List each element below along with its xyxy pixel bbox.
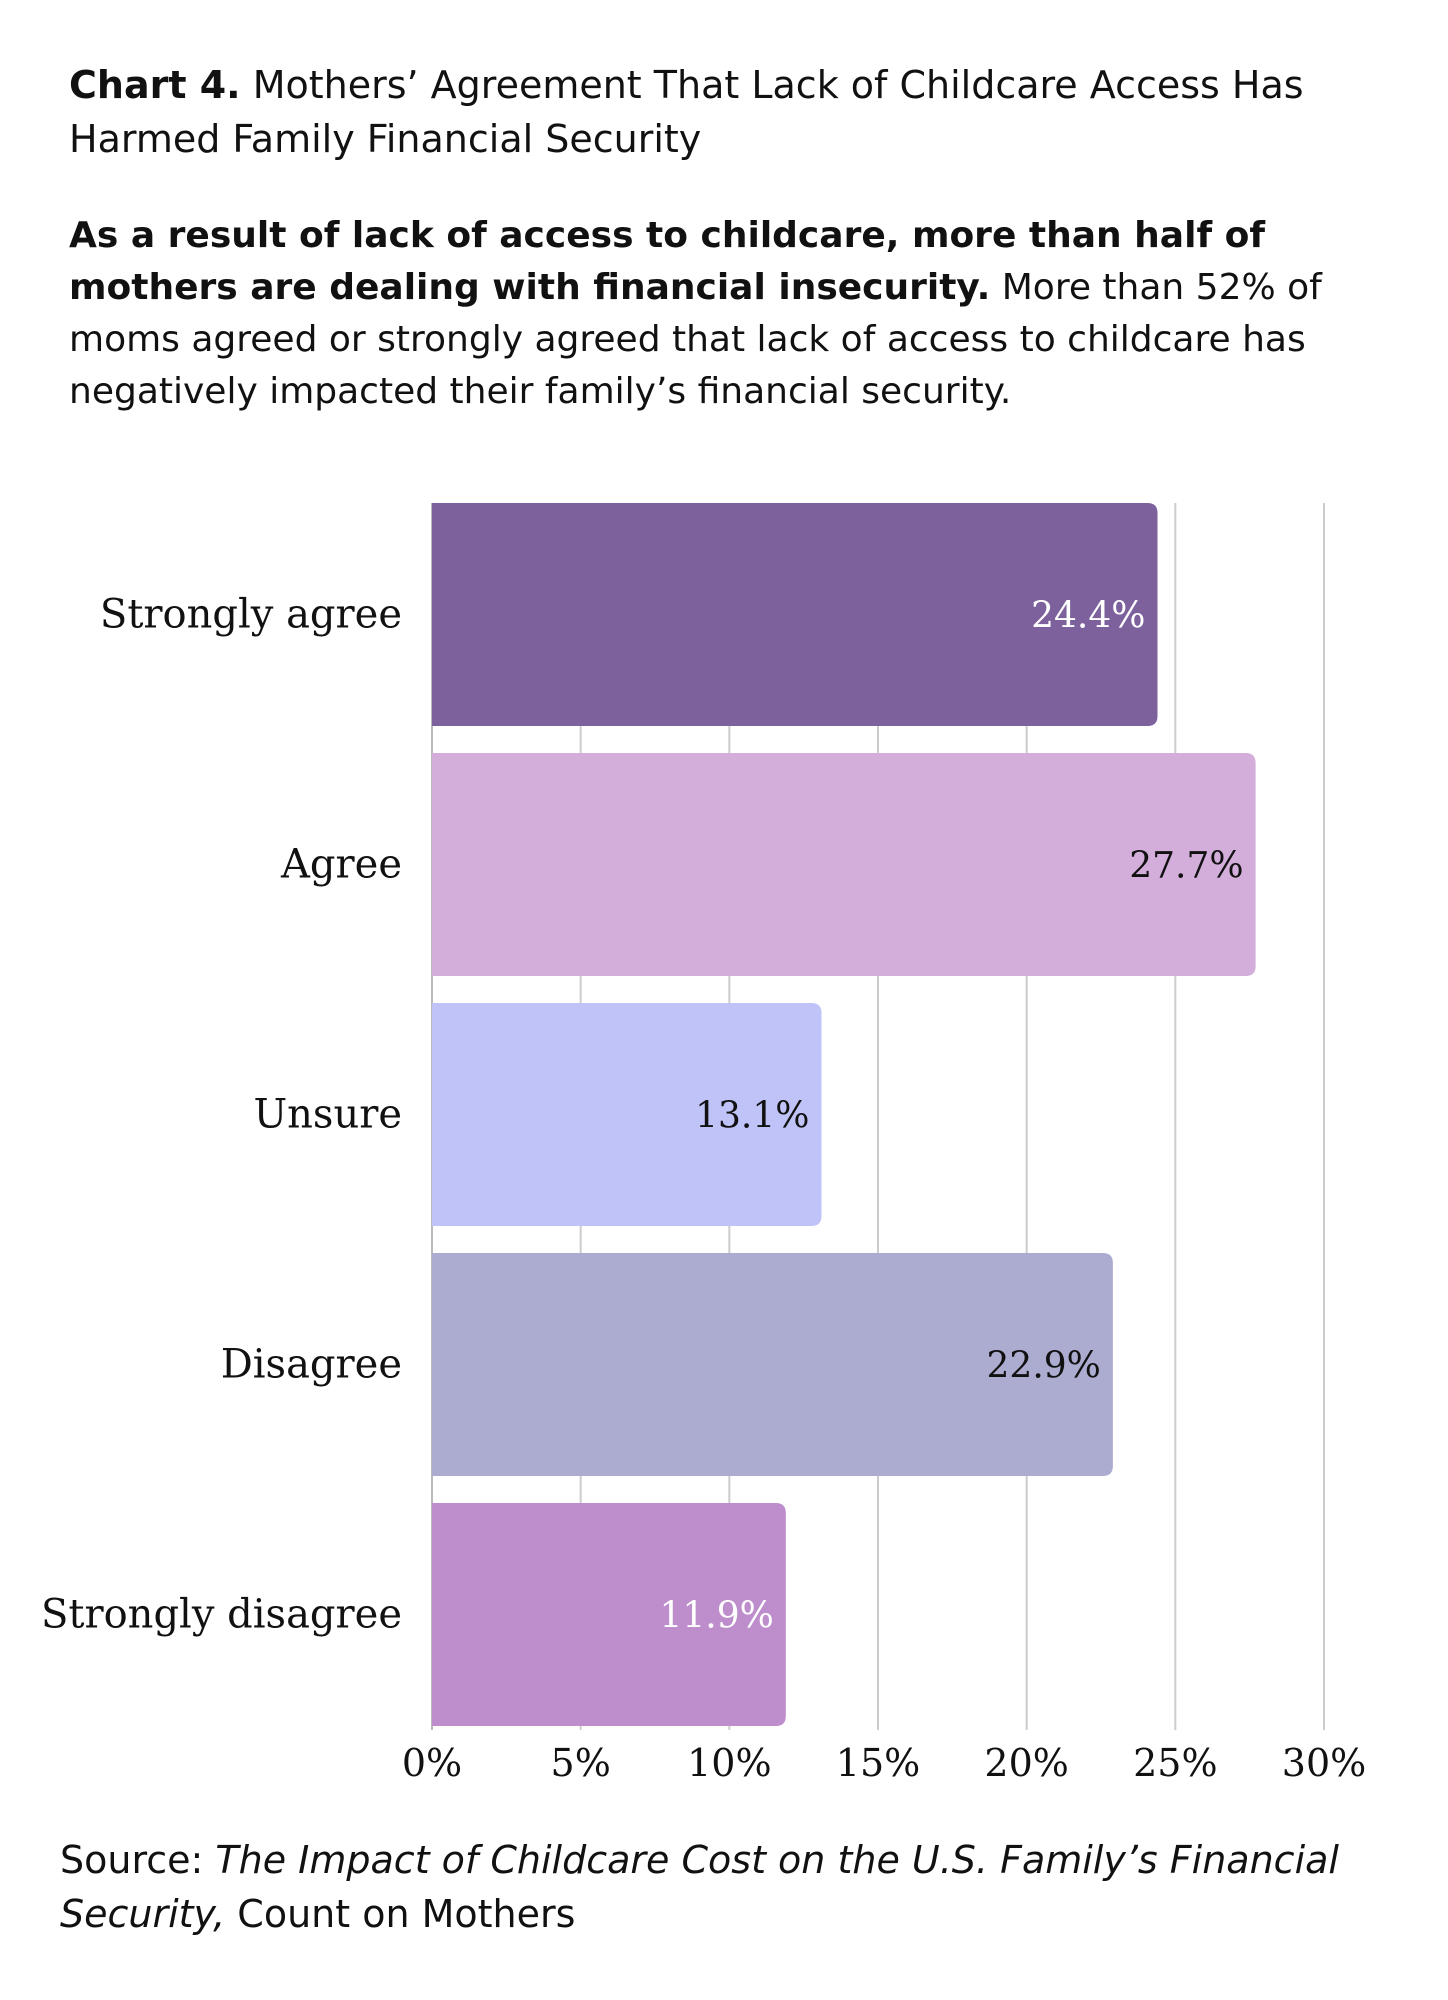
source-org: Count on Mothers: [237, 1892, 576, 1936]
x-tick-label-25: 25%: [1133, 1741, 1217, 1785]
data-label-strongly-agree: 24.4%: [1031, 596, 1145, 637]
chart-title: Chart 4. Mothers’ Agreement That Lack of…: [69, 58, 1369, 166]
source-note: Source: The Impact of Childcare Cost on …: [60, 1833, 1400, 1941]
x-tick-label-0: 0%: [402, 1741, 462, 1785]
source-prefix: Source:: [60, 1838, 204, 1882]
category-label-agree: Agree: [280, 842, 402, 888]
bar-strongly-agree: [432, 503, 1158, 726]
subtitle-headline: As a result of lack of access to childca…: [69, 215, 1266, 308]
data-label-unsure: 13.1%: [695, 1096, 809, 1137]
x-tick-label-30: 30%: [1282, 1741, 1366, 1785]
source-title: The Impact of Childcare Cost on the U.S.…: [60, 1838, 1339, 1936]
chart-title-text: Mothers’ Agreement That Lack of Childcar…: [69, 63, 1304, 161]
category-label-disagree: Disagree: [221, 1342, 402, 1388]
category-label-strongly-agree: Strongly agree: [100, 592, 402, 638]
labels: 0% 5% 10% 15% 20% 25% 30% Strongly agree 24.4% Ag…: [41, 592, 1366, 1786]
subtitle-body: More than 52% of moms agreed or strongly…: [69, 267, 1322, 412]
bar-chart: 0% 5% 10% 15% 20% 25% 30% Strongly agree 24.4% Ag…: [41, 503, 1366, 1786]
data-label-strongly-disagree: 11.9%: [659, 1596, 773, 1637]
bar-agree: [432, 753, 1256, 976]
bar-disagree: [432, 1253, 1113, 1476]
bar-unsure: [432, 1003, 822, 1226]
category-label-unsure: Unsure: [253, 1092, 402, 1138]
x-tick-label-20: 20%: [984, 1741, 1068, 1785]
category-label-strongly-disagree: Strongly disagree: [41, 1592, 402, 1638]
x-tick-label-5: 5%: [551, 1741, 611, 1785]
x-tick-label-10: 10%: [687, 1741, 771, 1785]
bar-strongly-disagree: [432, 1503, 786, 1726]
data-label-disagree: 22.9%: [987, 1346, 1101, 1387]
chart-subtitle: As a result of lack of access to childca…: [69, 210, 1389, 418]
chart-number: Chart 4.: [69, 63, 241, 107]
x-tick-label-15: 15%: [836, 1741, 920, 1785]
data-label-agree: 27.7%: [1129, 846, 1243, 887]
bars: [432, 503, 1256, 1726]
